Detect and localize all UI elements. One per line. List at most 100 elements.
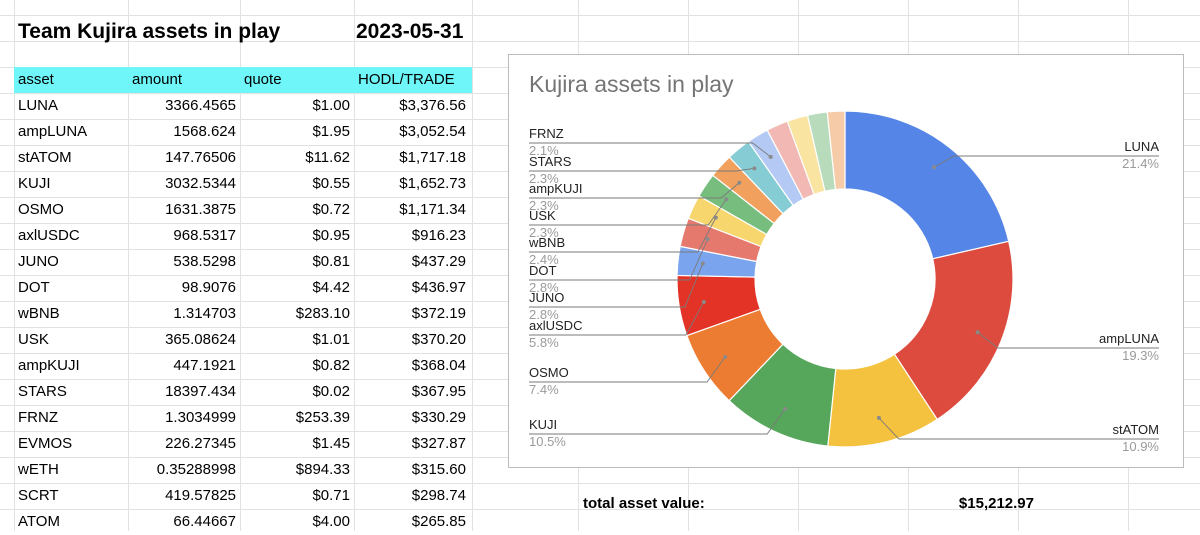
chart-container[interactable]: Kujira assets in play LUNA 21.4% ampLUNA 19… bbox=[508, 54, 1184, 468]
table-cell[interactable]: 98.9076 bbox=[181, 279, 236, 296]
table-cell[interactable]: $253.39 bbox=[295, 409, 350, 426]
table-cell[interactable]: $437.29 bbox=[411, 253, 466, 270]
table-cell[interactable]: $298.74 bbox=[411, 487, 466, 504]
table-cell[interactable]: $4.42 bbox=[312, 279, 350, 296]
leader-dot bbox=[723, 354, 728, 359]
table-cell[interactable]: STARS bbox=[18, 383, 67, 400]
total-asset-value[interactable]: $15,212.97 bbox=[958, 495, 1034, 512]
data-label-name: ampLUNA bbox=[1099, 331, 1159, 346]
table-cell[interactable]: $4.00 bbox=[312, 513, 350, 530]
table-cell[interactable]: 968.5317 bbox=[173, 227, 236, 244]
data-label-percent: 7.4% bbox=[529, 382, 559, 397]
data-label-percent: 2.3% bbox=[529, 225, 559, 240]
table-cell[interactable]: KUJI bbox=[18, 175, 51, 192]
table-cell[interactable]: axlUSDC bbox=[18, 227, 80, 244]
leader-dot bbox=[876, 415, 881, 420]
table-cell[interactable]: 419.57825 bbox=[165, 487, 236, 504]
table-cell[interactable]: 3032.5344 bbox=[165, 175, 236, 192]
table-cell[interactable]: 18397.434 bbox=[165, 383, 236, 400]
table-cell[interactable]: stATOM bbox=[18, 149, 72, 166]
table-cell[interactable]: $1,717.18 bbox=[399, 149, 466, 166]
data-label-name: axlUSDC bbox=[529, 318, 582, 333]
table-cell[interactable]: $894.33 bbox=[295, 461, 350, 478]
table-cell[interactable]: EVMOS bbox=[18, 435, 73, 452]
table-cell[interactable]: ampLUNA bbox=[18, 123, 88, 140]
table-cell[interactable]: 365.08624 bbox=[165, 331, 236, 348]
table-cell[interactable]: 1568.624 bbox=[173, 123, 236, 140]
data-label-name: stATOM bbox=[1113, 422, 1159, 437]
table-cell[interactable]: wBNB bbox=[18, 305, 60, 322]
table-header-cell[interactable]: asset bbox=[18, 71, 54, 88]
data-label-name: OSMO bbox=[529, 365, 569, 380]
table-cell[interactable]: 66.44667 bbox=[173, 513, 236, 530]
table-cell[interactable]: $916.23 bbox=[411, 227, 466, 244]
sheet-title[interactable]: Team Kujira assets in play bbox=[18, 20, 281, 43]
leader-dot bbox=[705, 237, 710, 242]
table-cell[interactable]: JUNO bbox=[18, 253, 59, 270]
table-cell[interactable]: 0.35288998 bbox=[156, 461, 236, 478]
table-cell[interactable]: 226.27345 bbox=[165, 435, 236, 452]
total-asset-label[interactable]: total asset value: bbox=[583, 495, 705, 512]
slice-LUNA bbox=[844, 110, 1010, 260]
table-cell[interactable]: $0.55 bbox=[312, 175, 350, 192]
table-cell[interactable]: $372.19 bbox=[411, 305, 466, 322]
leader-line bbox=[529, 217, 717, 253]
table-cell[interactable]: $3,052.54 bbox=[399, 123, 466, 140]
table-cell[interactable]: 447.1921 bbox=[173, 357, 236, 374]
table-cell[interactable]: $0.82 bbox=[312, 357, 350, 374]
chart-title: Kujira assets in play bbox=[529, 71, 734, 97]
table-cell[interactable]: 3366.4565 bbox=[165, 97, 236, 114]
table-cell[interactable]: OSMO bbox=[18, 201, 64, 218]
table-cell[interactable]: wETH bbox=[18, 461, 59, 478]
table-cell[interactable]: $327.87 bbox=[411, 435, 466, 452]
table-cell[interactable]: $11.62 bbox=[305, 149, 350, 166]
table-cell[interactable]: $283.10 bbox=[295, 305, 350, 322]
table-cell[interactable]: FRNZ bbox=[18, 409, 58, 426]
table-cell[interactable]: $1.00 bbox=[312, 97, 350, 114]
table-cell[interactable]: $265.85 bbox=[411, 513, 466, 530]
table-header-cell[interactable]: quote bbox=[244, 71, 282, 88]
header-row-highlight bbox=[14, 67, 472, 93]
table-cell[interactable]: $1.95 bbox=[312, 123, 350, 140]
table-cell[interactable]: $0.72 bbox=[312, 201, 350, 218]
table-cell[interactable]: $1,171.34 bbox=[399, 201, 466, 218]
table-cell[interactable]: DOT bbox=[18, 279, 50, 296]
table-cell[interactable]: USK bbox=[18, 331, 49, 348]
data-label-percent: 19.3% bbox=[1122, 348, 1159, 363]
table-cell[interactable]: 147.76506 bbox=[165, 149, 236, 166]
table-cell[interactable]: $1,652.73 bbox=[399, 175, 466, 192]
table-cell[interactable]: SCRT bbox=[18, 487, 59, 504]
table-cell[interactable]: 1631.3875 bbox=[165, 201, 236, 218]
table-cell[interactable]: 1.314703 bbox=[173, 305, 236, 322]
leader-dot bbox=[783, 406, 788, 411]
table-cell[interactable]: $0.02 bbox=[312, 383, 350, 400]
table-cell[interactable]: $0.95 bbox=[312, 227, 350, 244]
sheet-date[interactable]: 2023-05-31 bbox=[356, 20, 464, 43]
table-cell[interactable]: ATOM bbox=[18, 513, 60, 530]
table-cell[interactable]: 538.5298 bbox=[173, 253, 236, 270]
table-cell[interactable]: $315.60 bbox=[411, 461, 466, 478]
donut-chart: LUNA 21.4% ampLUNA 19.3% stATOM 10.9% KUJI 10.5… bbox=[528, 110, 1159, 454]
table-cell[interactable]: $370.20 bbox=[411, 331, 466, 348]
data-label-percent: 2.3% bbox=[529, 171, 559, 186]
table-cell[interactable]: $1.45 bbox=[312, 435, 350, 452]
table-cell[interactable]: $436.97 bbox=[411, 279, 466, 296]
table-cell[interactable]: $367.95 bbox=[411, 383, 466, 400]
table-cell[interactable]: 1.3034999 bbox=[165, 409, 236, 426]
data-label-percent: 2.8% bbox=[529, 307, 559, 322]
table-cell[interactable]: $0.71 bbox=[312, 487, 350, 504]
table-cell[interactable]: $3,376.56 bbox=[399, 97, 466, 114]
data-label-name: wBNB bbox=[528, 235, 565, 250]
table-cell[interactable]: $330.29 bbox=[411, 409, 466, 426]
table-cell[interactable]: $368.04 bbox=[411, 357, 466, 374]
table-cell[interactable]: LUNA bbox=[18, 97, 59, 114]
leader-line bbox=[529, 142, 771, 158]
data-label-name: FRNZ bbox=[529, 126, 564, 141]
table-cell[interactable]: $0.81 bbox=[312, 253, 350, 270]
table-cell[interactable]: $1.01 bbox=[312, 331, 350, 348]
table-header-cell[interactable]: amount bbox=[132, 71, 183, 88]
leader-line bbox=[878, 417, 1159, 440]
table-header-cell[interactable]: HODL/TRADE bbox=[358, 71, 455, 88]
table-cell[interactable]: ampKUJI bbox=[18, 357, 80, 374]
data-label-name: STARS bbox=[529, 154, 572, 169]
